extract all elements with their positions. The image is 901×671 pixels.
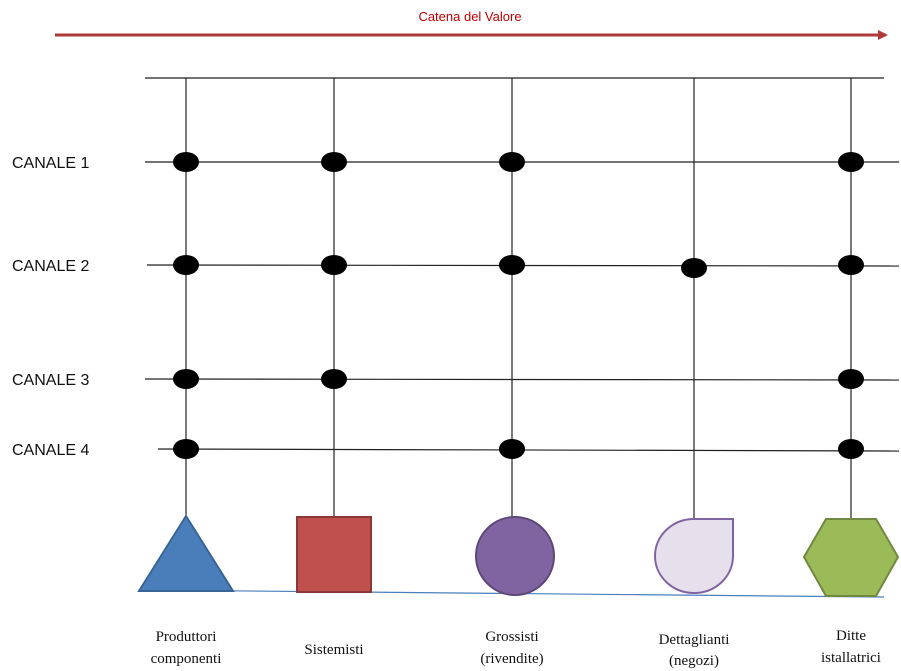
channel-2-stop-sistemisti <box>321 255 347 275</box>
channel-label-3: CANALE 3 <box>12 372 89 389</box>
dettaglianti-label-line-2: (negozi) <box>669 653 719 669</box>
channel-4-stop-ditte <box>838 439 864 459</box>
value-chain-label: Catena del Valore <box>418 9 521 24</box>
dettaglianti-teardrop-icon <box>654 518 734 594</box>
channel-2-stop-grossisti <box>499 255 525 275</box>
channel-4-stop-grossisti <box>499 439 525 459</box>
channel-line-3 <box>144 378 900 381</box>
produttori-label-line-1: Produttori <box>156 629 217 645</box>
sistemisti-square-icon <box>296 516 372 593</box>
produttori-triangle-icon <box>137 514 235 592</box>
sistemisti-label-line-1: Sistemisti <box>304 642 363 658</box>
channel-label-4: CANALE 4 <box>12 442 89 459</box>
channel-2-stop-dettaglianti <box>681 258 707 278</box>
grossisti-circle-icon <box>475 516 555 596</box>
channel-2-stop-produttori <box>173 255 199 275</box>
channel-label-2: CANALE 2 <box>12 258 89 275</box>
channel-2-stop-ditte <box>838 255 864 275</box>
grossisti-label-line-1: Grossisti <box>485 629 538 645</box>
channel-line-4 <box>157 448 900 452</box>
channel-1-stop-ditte <box>838 152 864 172</box>
ditte-hexagon-icon <box>802 518 900 597</box>
ditte-label-line-1: Ditte <box>836 628 866 644</box>
produttori-label-line-2: componenti <box>151 651 222 667</box>
channel-1-stop-sistemisti <box>321 152 347 172</box>
grossisti-label-line-2: (rivendite) <box>480 651 543 667</box>
channel-1-stop-produttori <box>173 152 199 172</box>
channel-3-stop-produttori <box>173 369 199 389</box>
channel-3-stop-ditte <box>838 369 864 389</box>
dettaglianti-label-line-1: Dettaglianti <box>659 632 730 648</box>
ditte-label-line-2: istallatrici <box>821 650 881 666</box>
channel-1-stop-grossisti <box>499 152 525 172</box>
channel-label-1: CANALE 1 <box>12 155 89 172</box>
channel-3-stop-sistemisti <box>321 369 347 389</box>
channel-4-stop-produttori <box>173 439 199 459</box>
